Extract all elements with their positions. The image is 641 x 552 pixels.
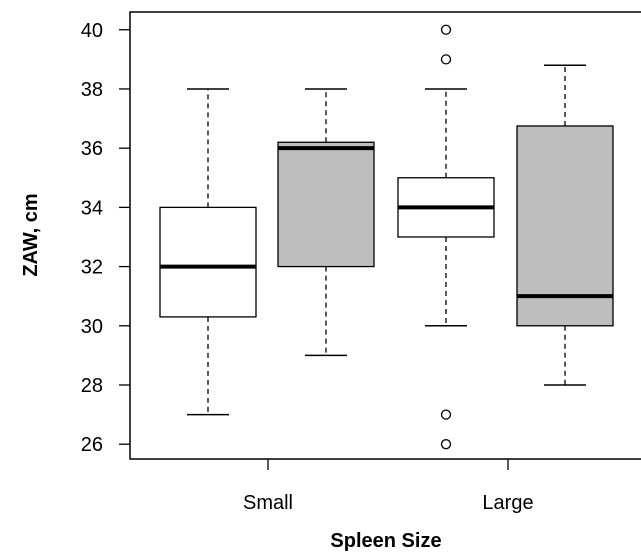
x-axis-title: Spleen Size [330, 530, 441, 552]
y-axis: 26 28 30 32 34 36 38 40 [81, 20, 130, 456]
y-tick-label: 34 [81, 197, 103, 219]
y-tick-label: 26 [81, 434, 103, 456]
y-tick-label: 28 [81, 375, 103, 397]
x-axis: Small Large [243, 459, 534, 514]
x-tick-label: Large [482, 492, 533, 514]
box-1 [159, 88, 257, 416]
y-tick-label: 38 [81, 79, 103, 101]
y-tick-label: 30 [81, 316, 103, 338]
box-2 [277, 88, 375, 357]
outlier-point [440, 54, 452, 65]
y-tick-label: 40 [81, 20, 103, 42]
box-3 [397, 24, 495, 450]
y-tick-label: 36 [81, 138, 103, 160]
outlier-point [440, 409, 452, 420]
box-4 [516, 64, 614, 386]
box-body [277, 141, 375, 268]
outlier-point [440, 439, 452, 450]
box-body [516, 125, 614, 327]
y-tick-label: 32 [81, 257, 103, 279]
x-tick-label: Small [243, 492, 293, 514]
box-body [159, 206, 257, 318]
plot-frame [129, 11, 641, 460]
y-axis-title: ZAW, cm [20, 193, 42, 276]
outlier-point [440, 24, 452, 35]
plot-area [159, 24, 614, 450]
